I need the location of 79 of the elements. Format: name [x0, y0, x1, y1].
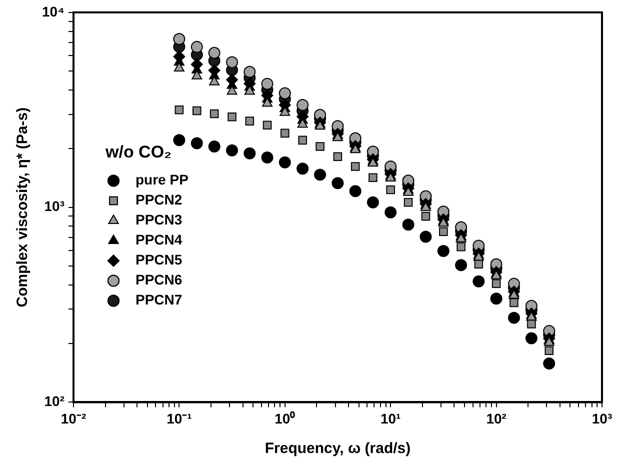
point: [544, 336, 554, 346]
point: [174, 106, 184, 114]
point: [508, 312, 520, 324]
point: [492, 279, 501, 288]
point: [314, 168, 326, 181]
point: [527, 320, 536, 328]
x-tick-label: 10²: [486, 410, 507, 426]
point: [332, 177, 344, 190]
point: [210, 109, 219, 118]
point: [280, 106, 290, 116]
point: [384, 206, 397, 218]
point: [190, 40, 203, 53]
legend-label: PPCN2: [135, 192, 182, 208]
point: [209, 76, 220, 86]
point: [228, 112, 236, 122]
point: [296, 98, 309, 111]
y-axis-title: Complex viscosity, η* (Pa-s): [14, 107, 32, 308]
point: [472, 275, 485, 288]
point: [349, 185, 362, 198]
point: [404, 198, 413, 207]
point: [402, 218, 414, 231]
point: [350, 162, 360, 171]
point: [245, 116, 254, 126]
point: [316, 142, 324, 151]
point: [192, 70, 202, 80]
x-tick-label: 10⁰: [274, 410, 296, 426]
point: [173, 134, 186, 146]
point: [192, 106, 202, 116]
point: [296, 162, 309, 175]
x-axis-title: Frequency, ω (rad/s): [264, 440, 411, 458]
point: [173, 33, 186, 46]
point: [261, 78, 274, 90]
point: [525, 332, 538, 344]
legend-label: PPCN4: [135, 232, 182, 248]
x-tick-label: 10¹: [380, 410, 402, 426]
x-tick-label: 10⁻²: [60, 410, 86, 426]
point: [208, 140, 220, 153]
point: [190, 137, 203, 150]
legend-title: w/o CO₂: [104, 142, 172, 162]
point: [278, 87, 291, 100]
point: [368, 173, 378, 182]
point: [490, 292, 502, 305]
point: [174, 62, 184, 72]
point: [298, 136, 307, 145]
point: [543, 357, 556, 370]
point: [226, 144, 238, 156]
point: [226, 56, 238, 68]
x-tick-label: 10³: [592, 410, 612, 426]
point: [244, 147, 256, 160]
point: [455, 259, 468, 272]
legend-label: PPCN3: [135, 212, 182, 228]
x-tick-label: 10⁻¹: [166, 410, 192, 426]
point: [421, 212, 430, 221]
point: [280, 128, 290, 138]
point: [403, 186, 414, 196]
y-tick-label: 10²: [44, 393, 65, 410]
point: [278, 156, 291, 168]
point: [386, 185, 395, 194]
legend-label: PPCN7: [135, 292, 182, 308]
y-tick-label: 10³: [44, 198, 65, 214]
legend-label: PPCN6: [135, 272, 182, 288]
point: [437, 244, 450, 257]
legend-label: pure PP: [135, 172, 188, 188]
point: [366, 196, 379, 208]
point: [491, 270, 502, 280]
point: [261, 152, 274, 164]
point: [208, 46, 220, 59]
y-tick-label: 10⁴: [42, 3, 65, 20]
point: [244, 66, 256, 78]
point: [544, 346, 554, 355]
point: [420, 202, 431, 212]
point: [510, 298, 518, 308]
legend-label: PPCN5: [135, 252, 182, 268]
point: [474, 260, 484, 269]
point: [456, 242, 466, 252]
point: [262, 120, 272, 130]
point: [333, 152, 342, 161]
point: [439, 227, 448, 236]
point: [420, 230, 432, 243]
